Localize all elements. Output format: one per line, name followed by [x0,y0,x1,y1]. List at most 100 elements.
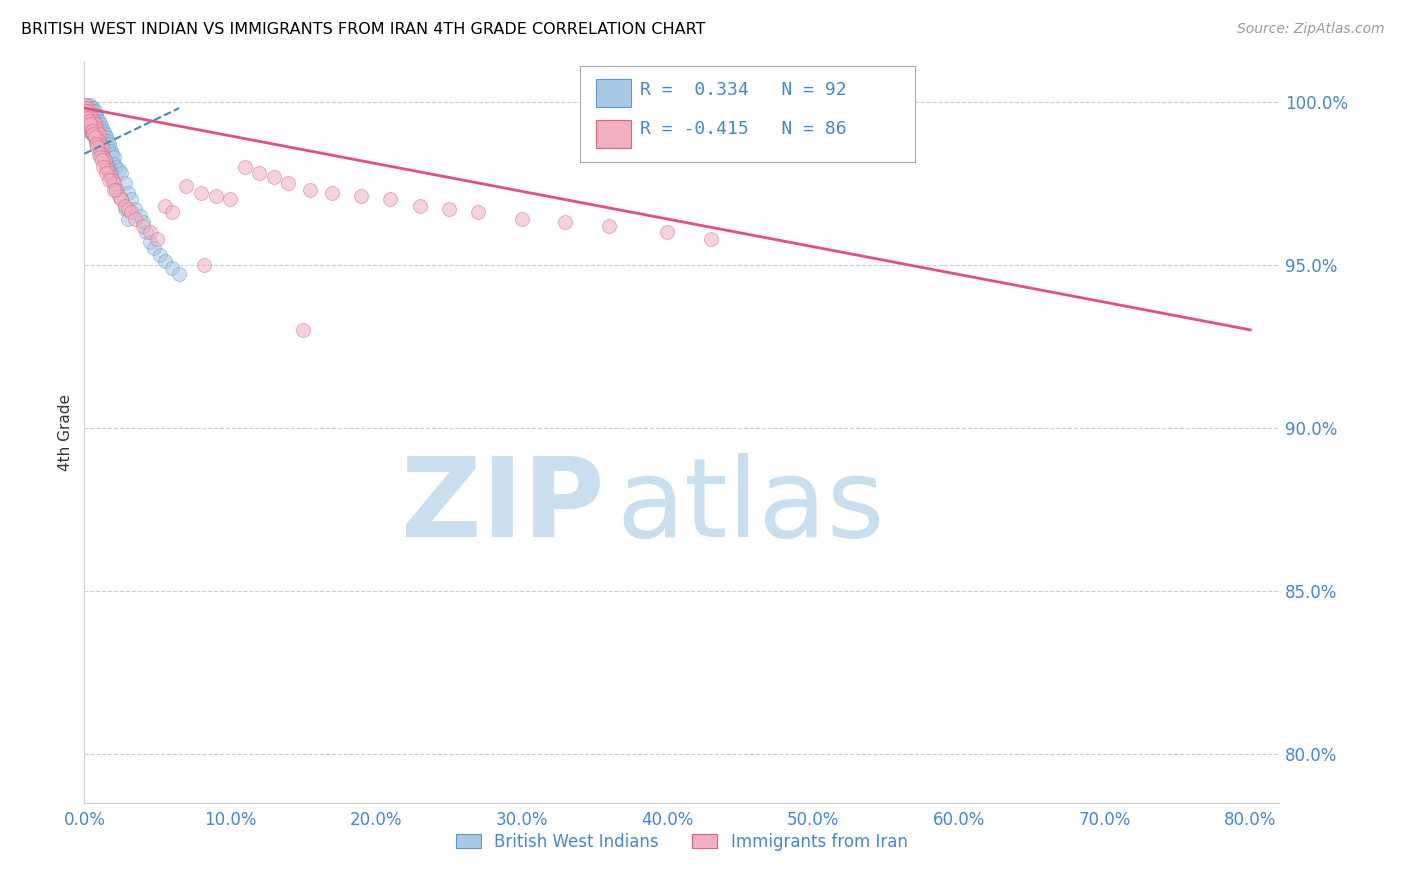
Point [139,225,162,239]
Point [103,176,125,190]
Point [76,108,98,122]
Point [114,199,136,213]
Point [124,202,146,217]
Point [76,104,98,119]
Point [110,193,132,207]
Point [80,101,103,115]
Point [233,160,256,174]
Point [82,101,104,115]
Point [76,114,98,128]
Point [380,193,402,207]
Point [598,219,620,233]
Point [98,136,121,151]
Point [87,146,110,161]
Point [90,146,112,161]
Text: ZIP: ZIP [401,453,605,560]
Point [86,130,108,145]
Point [120,193,142,207]
Point [146,231,169,245]
Point [80,127,103,141]
Point [77,124,100,138]
Point [77,117,100,131]
Point [89,150,111,164]
Point [101,173,124,187]
Point [103,183,125,197]
Point [77,108,100,122]
Point [84,114,107,128]
Point [84,134,107,148]
Point [350,189,373,203]
Point [77,104,100,119]
Point [128,209,150,223]
Point [277,176,299,190]
Point [554,215,576,229]
Point [98,166,121,180]
Point [79,104,101,119]
Point [120,205,142,219]
FancyBboxPatch shape [596,120,630,148]
Y-axis label: 4th Grade: 4th Grade [58,394,73,471]
Point [96,136,118,151]
Point [97,160,120,174]
Point [76,101,98,115]
Point [193,258,215,272]
Point [160,205,183,219]
Point [94,127,117,141]
Point [87,127,110,141]
Point [135,225,157,239]
Point [100,169,122,184]
Point [80,111,103,125]
Point [82,114,104,128]
Point [80,117,103,131]
Point [103,176,125,190]
Point [75,104,97,119]
Point [90,140,112,154]
Point [79,120,101,135]
Point [80,111,103,125]
Point [83,124,105,138]
Point [77,111,100,125]
Point [82,120,104,135]
Point [96,160,118,174]
Point [114,176,136,190]
Point [90,146,112,161]
Point [80,104,103,119]
Point [97,134,120,148]
Point [408,199,430,213]
Point [91,150,114,164]
Point [75,108,97,122]
Point [97,140,120,154]
Text: BRITISH WEST INDIAN VS IMMIGRANTS FROM IRAN 4TH GRADE CORRELATION CHART: BRITISH WEST INDIAN VS IMMIGRANTS FROM I… [21,22,706,37]
Point [75,98,97,112]
Point [86,136,108,151]
Point [105,183,128,197]
Point [89,117,111,131]
Point [87,140,110,154]
Point [108,189,131,203]
FancyBboxPatch shape [581,66,915,162]
Point [82,114,104,128]
Point [657,225,679,239]
Point [90,127,112,141]
Point [76,111,98,125]
Point [103,150,125,164]
Point [510,212,533,227]
Point [86,117,108,131]
Point [90,120,112,135]
Point [84,108,107,122]
Point [82,127,104,141]
Point [83,117,105,131]
Point [89,144,111,158]
Point [96,156,118,170]
Point [83,104,105,119]
Point [101,146,124,161]
Text: Source: ZipAtlas.com: Source: ZipAtlas.com [1237,22,1385,37]
Point [86,124,108,138]
Point [91,130,114,145]
Point [219,193,242,207]
Point [75,101,97,115]
Point [86,111,108,125]
Point [98,173,121,187]
Point [84,120,107,135]
Point [83,130,105,145]
